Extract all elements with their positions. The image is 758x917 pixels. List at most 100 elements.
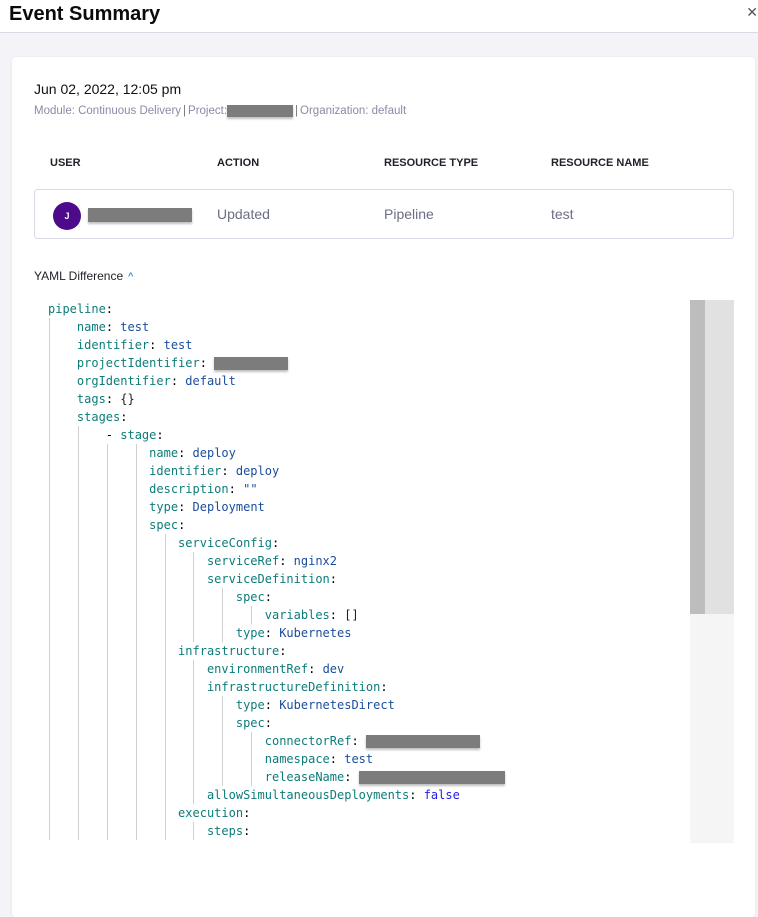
indent-guide [49, 768, 50, 786]
yaml-line: - stage: [48, 426, 171, 444]
yaml-key: spec [235, 716, 265, 730]
yaml-value: false [423, 788, 460, 802]
indent-guide [164, 768, 166, 786]
indent-guide [49, 480, 50, 498]
yaml-key: orgIdentifier [76, 374, 171, 388]
indent-guide [135, 588, 137, 606]
yaml-line: serviceRef: nginx2 [48, 552, 690, 570]
indent-guide [222, 624, 224, 642]
yaml-line: execution: [48, 804, 690, 822]
yaml-key: serviceConfig [178, 536, 272, 550]
indent-guide [135, 624, 137, 642]
indent-guide [164, 642, 166, 660]
indent-guide [49, 588, 50, 606]
yaml-key: pipeline [48, 302, 106, 316]
indent-guide [49, 696, 50, 714]
indent-guide [49, 354, 50, 372]
indent-guide [49, 714, 50, 732]
indent-guide [193, 732, 195, 750]
yaml-line: environmentRef: dev [48, 660, 690, 678]
yaml-key: connectorRef [264, 734, 352, 748]
yaml-key: steps [206, 824, 244, 838]
indent-guide [106, 804, 108, 822]
indent-guide [49, 732, 50, 750]
yaml-value: "" [243, 482, 258, 496]
indent-guide [49, 786, 50, 804]
yaml-line: releaseName: [48, 768, 690, 786]
indent-guide [77, 714, 79, 732]
indent-guide [106, 660, 108, 678]
indent-guide [164, 570, 166, 588]
indent-guide [106, 606, 108, 624]
scrollbar-thumb[interactable] [690, 300, 705, 614]
yaml-line: allowSimultaneousDeployments: false [48, 786, 690, 804]
indent-guide [193, 660, 195, 678]
indent-guide [135, 660, 137, 678]
indent-guide [106, 768, 108, 786]
yaml-line: identifier: deploy [48, 462, 690, 480]
indent-guide [77, 678, 79, 696]
column-header-resource-type: RESOURCE TYPE [384, 157, 479, 169]
indent-guide [49, 408, 50, 426]
indent-guide [106, 696, 108, 714]
yaml-line: spec: [48, 516, 690, 534]
indent-guide [106, 714, 108, 732]
chevron-up-icon: ^ [128, 271, 134, 283]
indent-guide [77, 696, 79, 714]
event-date: Jun 02, 2022, 12:05 pm [34, 81, 182, 97]
indent-guide [135, 534, 137, 552]
yaml-value: test [163, 338, 193, 352]
yaml-key: type [149, 500, 179, 514]
indent-guide [251, 606, 253, 624]
indent-guide [164, 750, 166, 768]
action-cell: Updated [217, 206, 270, 222]
indent-guide [135, 606, 137, 624]
yaml-line: stages: [48, 408, 690, 426]
scrollbar[interactable] [690, 300, 734, 843]
indent-guide [77, 624, 79, 642]
yaml-line: spec: [48, 588, 690, 606]
indent-guide [49, 606, 50, 624]
indent-guide [49, 426, 50, 444]
indent-guide [106, 570, 108, 588]
indent-guide [135, 678, 137, 696]
indent-guide [106, 534, 108, 552]
project-label: Project: [188, 105, 228, 118]
resource-name-cell: test [551, 206, 574, 222]
yaml-key: allowSimultaneousDeployments [206, 788, 410, 802]
indent-guide [77, 516, 79, 534]
indent-guide [222, 732, 224, 750]
redacted-project [227, 105, 294, 117]
yaml-key: type [235, 698, 265, 712]
yaml-value: Kubernetes [279, 626, 352, 640]
indent-guide [106, 444, 108, 462]
yaml-value: default [185, 374, 236, 388]
column-header-resource-name: RESOURCE NAME [551, 157, 649, 169]
avatar: J [53, 202, 81, 230]
yaml-value: [] [344, 608, 359, 622]
indent-guide [135, 552, 137, 570]
indent-guide [49, 642, 50, 660]
close-icon[interactable]: ✕ [746, 4, 758, 20]
yaml-line: name: deploy [48, 444, 690, 462]
yaml-difference-toggle[interactable]: YAML Difference ^ [34, 269, 133, 283]
indent-guide [77, 660, 79, 678]
event-meta: Module: Continuous Delivery | Project: | Org… [34, 105, 407, 118]
indent-guide [106, 750, 108, 768]
column-header-action: ACTION [217, 157, 260, 169]
indent-guide [77, 642, 79, 660]
yaml-line: orgIdentifier: default [48, 372, 690, 390]
indent-guide [135, 750, 137, 768]
indent-guide [77, 768, 79, 786]
indent-guide [77, 804, 79, 822]
indent-guide [77, 426, 79, 444]
yaml-key: variables [264, 608, 330, 622]
indent-guide [49, 678, 50, 696]
indent-guide [222, 750, 224, 768]
indent-guide [49, 624, 50, 642]
yaml-line: type: Kubernetes [48, 624, 690, 642]
indent-guide [77, 462, 79, 480]
yaml-line: infrastructure: [48, 642, 690, 660]
indent-guide [251, 732, 253, 750]
yaml-line: tags: {} [48, 390, 690, 408]
